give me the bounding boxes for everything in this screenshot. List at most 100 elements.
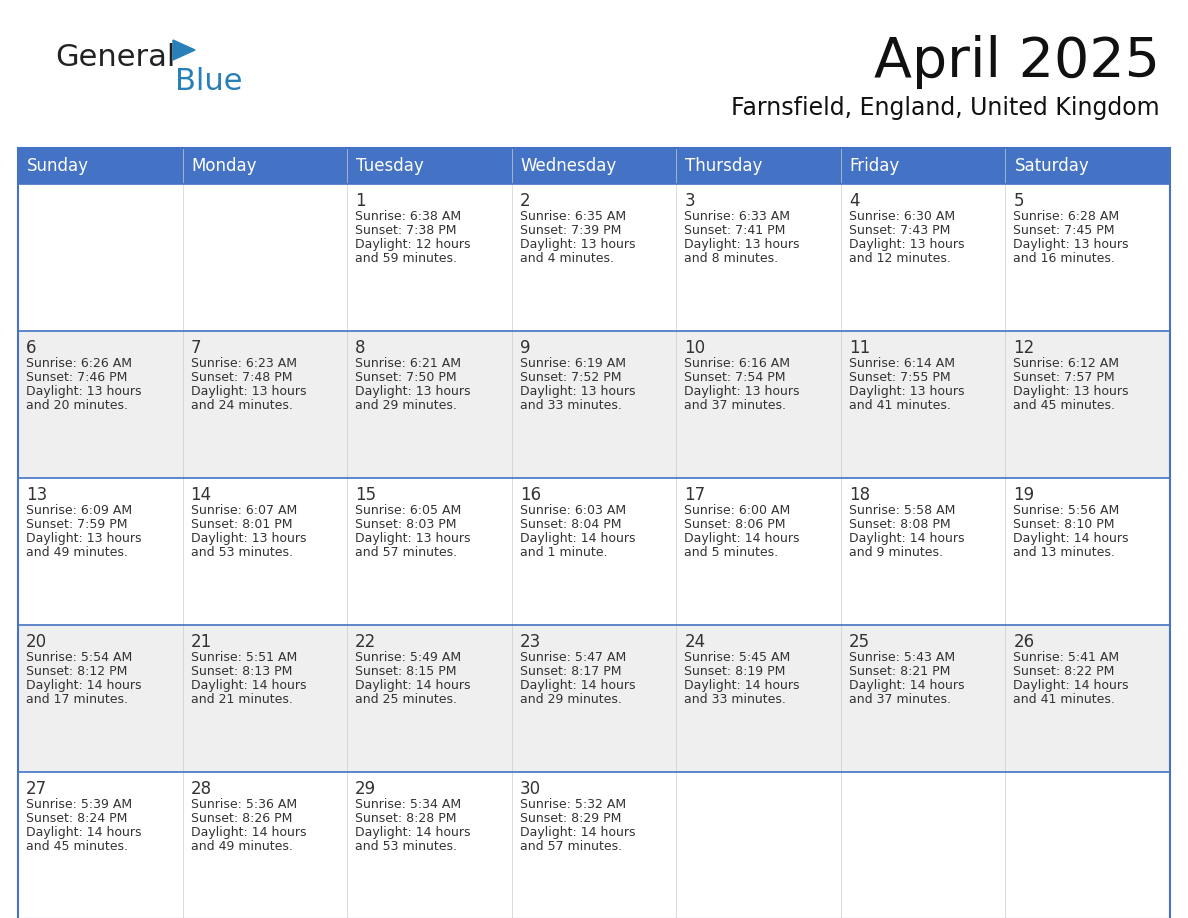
Text: and 45 minutes.: and 45 minutes. bbox=[26, 840, 128, 853]
Text: and 41 minutes.: and 41 minutes. bbox=[849, 399, 950, 412]
Text: and 53 minutes.: and 53 minutes. bbox=[355, 840, 457, 853]
Text: and 45 minutes.: and 45 minutes. bbox=[1013, 399, 1116, 412]
Text: and 9 minutes.: and 9 minutes. bbox=[849, 546, 943, 559]
Text: and 41 minutes.: and 41 minutes. bbox=[1013, 693, 1116, 706]
Text: 4: 4 bbox=[849, 192, 859, 210]
Text: and 57 minutes.: and 57 minutes. bbox=[355, 546, 457, 559]
Text: and 12 minutes.: and 12 minutes. bbox=[849, 252, 950, 265]
Text: Sunrise: 6:26 AM: Sunrise: 6:26 AM bbox=[26, 357, 132, 370]
Text: Sunrise: 5:36 AM: Sunrise: 5:36 AM bbox=[190, 798, 297, 811]
Text: 7: 7 bbox=[190, 339, 201, 357]
Text: Saturday: Saturday bbox=[1015, 157, 1089, 175]
Text: Sunset: 8:19 PM: Sunset: 8:19 PM bbox=[684, 665, 785, 678]
Bar bbox=[18, 625, 1170, 772]
Text: Sunset: 7:50 PM: Sunset: 7:50 PM bbox=[355, 371, 456, 384]
Text: Daylight: 13 hours: Daylight: 13 hours bbox=[190, 532, 307, 545]
Text: Sunrise: 6:03 AM: Sunrise: 6:03 AM bbox=[519, 504, 626, 517]
Text: Sunrise: 5:49 AM: Sunrise: 5:49 AM bbox=[355, 651, 461, 664]
Text: 8: 8 bbox=[355, 339, 366, 357]
Text: and 49 minutes.: and 49 minutes. bbox=[26, 546, 128, 559]
Text: Sunset: 8:01 PM: Sunset: 8:01 PM bbox=[190, 518, 292, 531]
Bar bbox=[347, 148, 512, 184]
Text: General: General bbox=[55, 43, 176, 73]
Text: Daylight: 13 hours: Daylight: 13 hours bbox=[355, 532, 470, 545]
Text: Sunset: 8:08 PM: Sunset: 8:08 PM bbox=[849, 518, 950, 531]
Polygon shape bbox=[173, 40, 195, 60]
Text: and 8 minutes.: and 8 minutes. bbox=[684, 252, 778, 265]
Text: Farnsfield, England, United Kingdom: Farnsfield, England, United Kingdom bbox=[732, 96, 1159, 120]
Text: Sunset: 7:43 PM: Sunset: 7:43 PM bbox=[849, 224, 950, 237]
Text: Sunset: 8:04 PM: Sunset: 8:04 PM bbox=[519, 518, 621, 531]
Text: 25: 25 bbox=[849, 633, 870, 651]
Text: Daylight: 13 hours: Daylight: 13 hours bbox=[1013, 238, 1129, 251]
Text: and 49 minutes.: and 49 minutes. bbox=[190, 840, 292, 853]
Text: Tuesday: Tuesday bbox=[356, 157, 424, 175]
Text: Sunset: 7:45 PM: Sunset: 7:45 PM bbox=[1013, 224, 1114, 237]
Text: Sunrise: 6:33 AM: Sunrise: 6:33 AM bbox=[684, 210, 790, 223]
Text: April 2025: April 2025 bbox=[874, 35, 1159, 89]
Text: Daylight: 12 hours: Daylight: 12 hours bbox=[355, 238, 470, 251]
Text: and 53 minutes.: and 53 minutes. bbox=[190, 546, 292, 559]
Text: Sunrise: 5:47 AM: Sunrise: 5:47 AM bbox=[519, 651, 626, 664]
Text: 17: 17 bbox=[684, 486, 706, 504]
Text: 10: 10 bbox=[684, 339, 706, 357]
Text: Sunset: 8:03 PM: Sunset: 8:03 PM bbox=[355, 518, 456, 531]
Text: Daylight: 13 hours: Daylight: 13 hours bbox=[849, 385, 965, 398]
Text: and 37 minutes.: and 37 minutes. bbox=[684, 399, 786, 412]
Text: and 33 minutes.: and 33 minutes. bbox=[684, 693, 786, 706]
Text: 6: 6 bbox=[26, 339, 37, 357]
Text: Sunrise: 5:51 AM: Sunrise: 5:51 AM bbox=[190, 651, 297, 664]
Text: 2: 2 bbox=[519, 192, 530, 210]
Text: 19: 19 bbox=[1013, 486, 1035, 504]
Text: Daylight: 14 hours: Daylight: 14 hours bbox=[355, 826, 470, 839]
Text: Sunset: 7:54 PM: Sunset: 7:54 PM bbox=[684, 371, 785, 384]
Text: Sunset: 7:55 PM: Sunset: 7:55 PM bbox=[849, 371, 950, 384]
Text: Daylight: 14 hours: Daylight: 14 hours bbox=[1013, 532, 1129, 545]
Text: 5: 5 bbox=[1013, 192, 1024, 210]
Text: Sunrise: 5:41 AM: Sunrise: 5:41 AM bbox=[1013, 651, 1119, 664]
Text: 1: 1 bbox=[355, 192, 366, 210]
Text: and 20 minutes.: and 20 minutes. bbox=[26, 399, 128, 412]
Text: and 1 minute.: and 1 minute. bbox=[519, 546, 607, 559]
Text: Daylight: 13 hours: Daylight: 13 hours bbox=[190, 385, 307, 398]
Text: Sunrise: 6:28 AM: Sunrise: 6:28 AM bbox=[1013, 210, 1119, 223]
Text: and 4 minutes.: and 4 minutes. bbox=[519, 252, 614, 265]
Text: Daylight: 13 hours: Daylight: 13 hours bbox=[684, 238, 800, 251]
Text: Sunset: 7:46 PM: Sunset: 7:46 PM bbox=[26, 371, 127, 384]
Text: Sunrise: 6:38 AM: Sunrise: 6:38 AM bbox=[355, 210, 461, 223]
Bar bbox=[18, 148, 1170, 918]
Text: Sunrise: 6:30 AM: Sunrise: 6:30 AM bbox=[849, 210, 955, 223]
Text: and 24 minutes.: and 24 minutes. bbox=[190, 399, 292, 412]
Text: Daylight: 14 hours: Daylight: 14 hours bbox=[684, 532, 800, 545]
Text: Daylight: 14 hours: Daylight: 14 hours bbox=[355, 679, 470, 692]
Text: 3: 3 bbox=[684, 192, 695, 210]
Text: Daylight: 13 hours: Daylight: 13 hours bbox=[1013, 385, 1129, 398]
Text: Daylight: 14 hours: Daylight: 14 hours bbox=[684, 679, 800, 692]
Bar bbox=[512, 148, 676, 184]
Text: and 29 minutes.: and 29 minutes. bbox=[355, 399, 457, 412]
Text: 13: 13 bbox=[26, 486, 48, 504]
Text: and 57 minutes.: and 57 minutes. bbox=[519, 840, 621, 853]
Text: Sunrise: 5:39 AM: Sunrise: 5:39 AM bbox=[26, 798, 132, 811]
Text: Sunset: 8:29 PM: Sunset: 8:29 PM bbox=[519, 812, 621, 825]
Text: Daylight: 13 hours: Daylight: 13 hours bbox=[519, 238, 636, 251]
Text: Sunset: 8:26 PM: Sunset: 8:26 PM bbox=[190, 812, 292, 825]
Text: Sunrise: 6:19 AM: Sunrise: 6:19 AM bbox=[519, 357, 626, 370]
Bar bbox=[18, 331, 1170, 478]
Text: 22: 22 bbox=[355, 633, 377, 651]
Text: 11: 11 bbox=[849, 339, 870, 357]
Text: 27: 27 bbox=[26, 780, 48, 798]
Text: Sunrise: 6:14 AM: Sunrise: 6:14 AM bbox=[849, 357, 955, 370]
Text: Thursday: Thursday bbox=[685, 157, 763, 175]
Text: Daylight: 14 hours: Daylight: 14 hours bbox=[190, 679, 307, 692]
Text: Monday: Monday bbox=[191, 157, 257, 175]
Text: 26: 26 bbox=[1013, 633, 1035, 651]
Text: Daylight: 14 hours: Daylight: 14 hours bbox=[849, 679, 965, 692]
Text: Sunrise: 6:00 AM: Sunrise: 6:00 AM bbox=[684, 504, 790, 517]
Text: 24: 24 bbox=[684, 633, 706, 651]
Text: 30: 30 bbox=[519, 780, 541, 798]
Text: and 16 minutes.: and 16 minutes. bbox=[1013, 252, 1116, 265]
Bar bbox=[676, 148, 841, 184]
Text: 28: 28 bbox=[190, 780, 211, 798]
Text: and 29 minutes.: and 29 minutes. bbox=[519, 693, 621, 706]
